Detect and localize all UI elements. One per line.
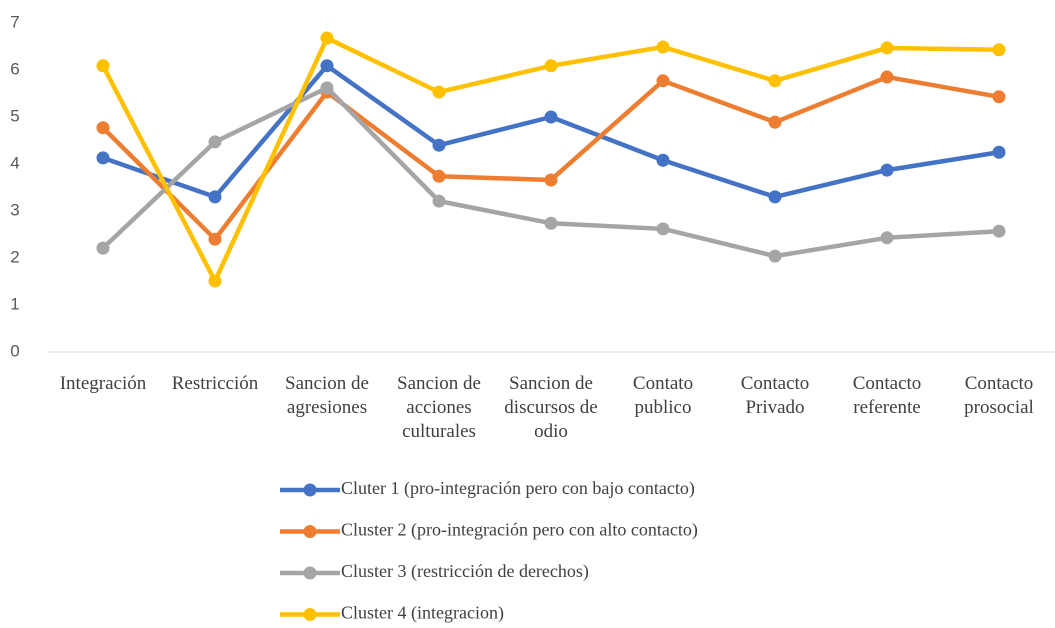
- legend-marker: [303, 566, 317, 580]
- data-point: [768, 74, 782, 88]
- x-tick-label: Contacto referente: [852, 373, 922, 418]
- x-tick-label: Contacto prosocial: [964, 373, 1034, 418]
- y-tick-label: 4: [10, 153, 19, 172]
- data-point: [992, 145, 1006, 159]
- series-line: [101, 74, 1000, 242]
- legend-marker: [303, 525, 317, 538]
- data-point: [208, 274, 222, 288]
- x-tick-label: Sancion de discursos de odio: [504, 373, 598, 442]
- y-tick-label: 2: [10, 247, 19, 266]
- data-point: [992, 224, 1006, 238]
- data-point: [656, 40, 670, 54]
- y-tick-label: 1: [10, 294, 19, 313]
- y-tick-label: 6: [10, 59, 19, 78]
- y-tick-label: 7: [10, 12, 19, 31]
- data-point: [880, 41, 894, 55]
- legend-label: Cluster 3 (restricción de derechos): [341, 561, 589, 582]
- legend-marker: [303, 608, 317, 621]
- data-point: [544, 216, 558, 230]
- x-tick-label: Contato publico: [632, 373, 694, 418]
- legend-label: Cluster 2 (pro-integración pero con alto…: [341, 520, 698, 541]
- y-tick-label: 3: [10, 200, 19, 219]
- data-point: [96, 59, 110, 73]
- data-point: [320, 59, 334, 73]
- data-point: [768, 249, 782, 263]
- data-point: [656, 222, 670, 236]
- data-point: [768, 115, 782, 129]
- y-tick-label: 0: [10, 341, 19, 360]
- series-line: [101, 35, 1000, 284]
- data-point: [208, 232, 222, 246]
- data-point: [432, 169, 446, 183]
- data-point: [880, 231, 894, 245]
- data-point: [544, 110, 558, 124]
- data-point: [992, 90, 1006, 104]
- x-tick-label: Contacto Privado: [740, 373, 810, 418]
- data-point: [320, 31, 334, 45]
- data-point: [880, 163, 894, 177]
- legend-label: Cluster 4 (integracion): [341, 603, 504, 624]
- data-point: [432, 85, 446, 99]
- data-point: [96, 151, 110, 165]
- data-point: [208, 135, 222, 149]
- data-point: [768, 190, 782, 204]
- y-tick-label: 5: [10, 106, 19, 125]
- data-point: [992, 43, 1006, 57]
- data-point: [432, 138, 446, 152]
- legend-label: Cluter 1 (pro-integración pero con bajo …: [341, 478, 695, 499]
- data-point: [544, 173, 558, 187]
- data-point: [656, 153, 670, 167]
- data-point: [96, 241, 110, 255]
- data-point: [320, 81, 334, 95]
- x-tick-label: Sancion de agresiones: [285, 373, 369, 418]
- x-tick-label: Sancion de acciones culturales: [397, 373, 481, 442]
- data-point: [208, 190, 222, 204]
- legend-marker: [303, 483, 317, 497]
- data-point: [432, 194, 446, 208]
- data-point: [880, 70, 894, 84]
- data-point: [96, 121, 110, 135]
- data-point: [656, 74, 670, 88]
- x-tick-label: Restricción: [171, 373, 259, 394]
- x-tick-label: Integración: [59, 373, 147, 394]
- data-point: [544, 59, 558, 73]
